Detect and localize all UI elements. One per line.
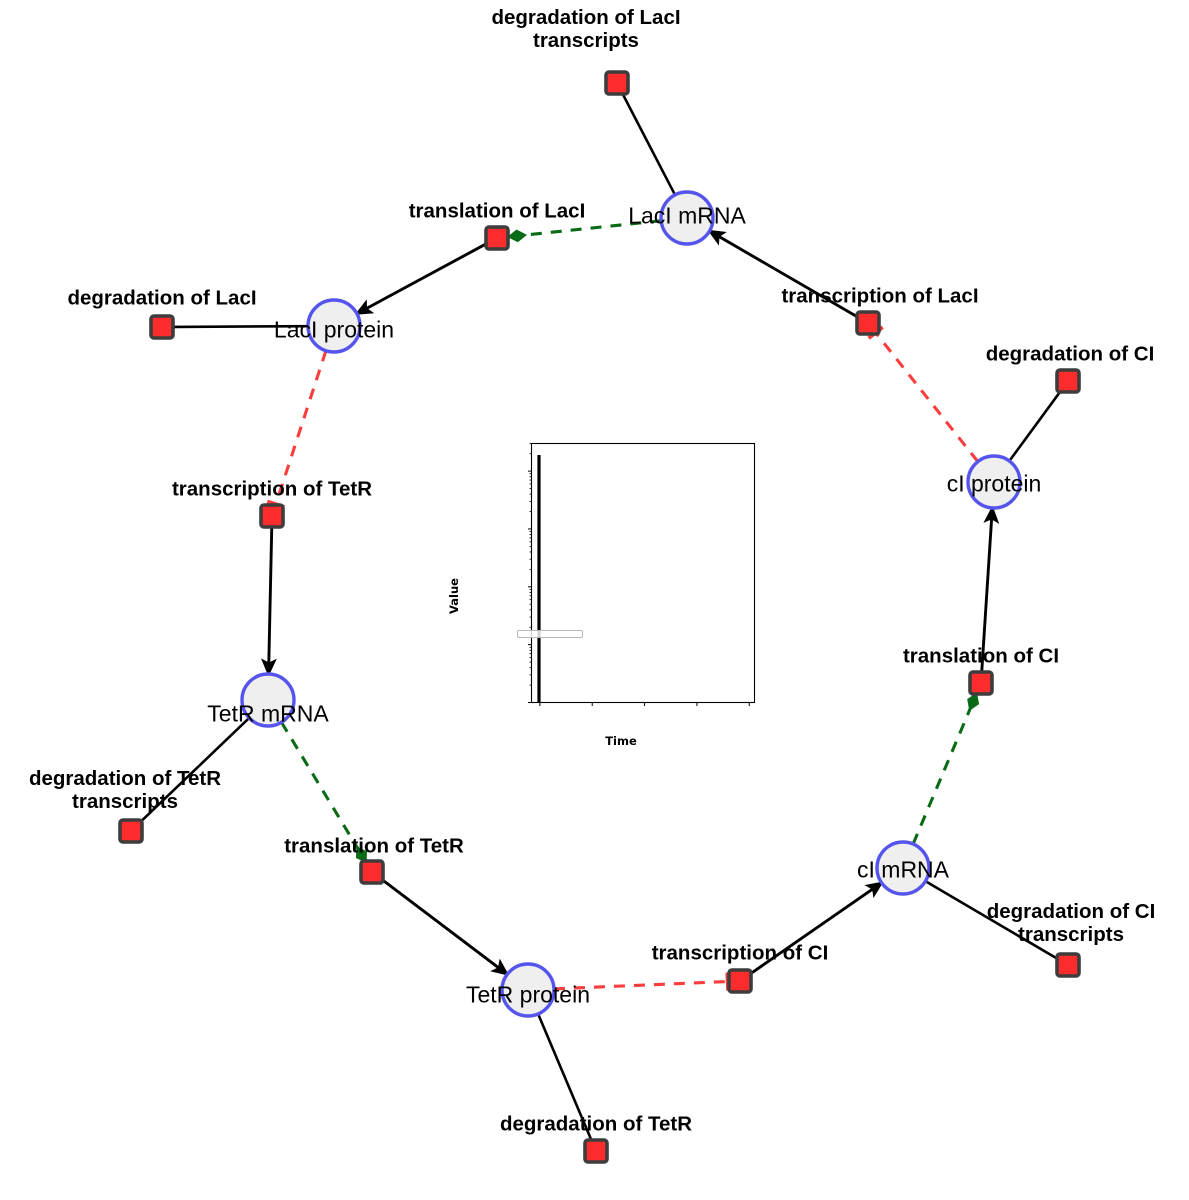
node-layer — [118, 70, 1081, 1164]
edge-inhibition — [266, 350, 328, 509]
reaction-node-deg_laci_transcripts[interactable] — [604, 70, 630, 96]
inset-time-series-plot: Time Value — [447, 438, 767, 755]
edge-inhibition — [867, 325, 980, 463]
species-node-laci_protein[interactable] — [306, 298, 362, 354]
y-axis-title: Value — [447, 578, 461, 614]
edge-product — [380, 878, 510, 976]
reaction-node-transcription_laci[interactable] — [855, 310, 881, 336]
edge-layer — [138, 93, 1062, 1141]
plot-tick-marks — [528, 443, 750, 706]
reaction-node-transcription_ci[interactable] — [727, 968, 753, 994]
reaction-node-deg_ci_transcripts[interactable] — [1055, 952, 1081, 978]
edge-product — [354, 242, 488, 315]
species-node-tetr_protein[interactable] — [500, 962, 556, 1018]
plot-axes-frame — [530, 442, 756, 704]
edge-plain — [138, 717, 251, 824]
species-node-laci_mrna[interactable] — [659, 190, 715, 246]
reaction-node-translation_laci[interactable] — [484, 225, 510, 251]
edge-plain — [536, 1013, 593, 1141]
edge-product — [749, 881, 884, 976]
reaction-node-deg_ci[interactable] — [1055, 368, 1081, 394]
edge-inhibition — [553, 972, 731, 991]
edge-catalysis — [911, 692, 980, 845]
edge-product — [980, 505, 1000, 672]
reaction-node-deg_laci[interactable] — [149, 314, 175, 340]
edge-plain — [173, 324, 309, 329]
edge-catalysis — [507, 219, 662, 243]
plot-svg — [528, 442, 756, 706]
x-axis-title: Time — [605, 734, 637, 748]
species-node-tetr_mrna[interactable] — [240, 672, 296, 728]
reaction-node-translation_ci[interactable] — [968, 670, 994, 696]
edge-plain — [924, 880, 1059, 961]
edge-plain — [1008, 389, 1062, 462]
reaction-node-translation_tetr[interactable] — [359, 859, 385, 885]
species-node-ci_protein[interactable] — [966, 454, 1022, 510]
edge-plain — [621, 93, 677, 196]
edge-product — [707, 229, 859, 319]
reaction-node-transcription_tetr[interactable] — [259, 503, 285, 529]
chart-legend — [517, 630, 583, 638]
species-node-ci_mrna[interactable] — [875, 840, 931, 896]
reaction-node-deg_tetr[interactable] — [583, 1138, 609, 1164]
edge-catalysis — [280, 721, 368, 864]
edge-product — [260, 527, 277, 677]
reaction-node-deg_tetr_transcripts[interactable] — [118, 818, 144, 844]
